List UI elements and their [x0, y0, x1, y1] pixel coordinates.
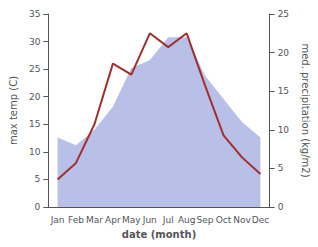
svg-text:max temp (C): max temp (C) [8, 76, 19, 145]
svg-text:0: 0 [278, 202, 284, 212]
svg-text:Aug: Aug [178, 215, 196, 225]
svg-text:Jan: Jan [50, 215, 65, 225]
svg-text:10: 10 [278, 125, 290, 135]
svg-text:25: 25 [278, 9, 289, 19]
svg-text:Jul: Jul [162, 215, 174, 225]
svg-text:15: 15 [29, 119, 40, 129]
svg-text:Jun: Jun [142, 215, 157, 225]
svg-text:15: 15 [278, 86, 289, 96]
svg-text:35: 35 [29, 9, 40, 19]
svg-text:med. precipitation (kg/m2): med. precipitation (kg/m2) [300, 43, 311, 177]
svg-text:Apr: Apr [105, 215, 121, 225]
svg-text:date (month): date (month) [122, 229, 196, 240]
svg-text:Oct: Oct [216, 215, 232, 225]
svg-text:Dec: Dec [252, 215, 269, 225]
svg-text:Sep: Sep [197, 215, 214, 225]
svg-text:0: 0 [35, 202, 41, 212]
svg-text:5: 5 [278, 163, 284, 173]
svg-text:30: 30 [29, 37, 41, 47]
svg-text:20: 20 [278, 48, 290, 58]
svg-text:May: May [122, 215, 141, 225]
svg-text:Feb: Feb [68, 215, 84, 225]
svg-text:25: 25 [29, 64, 40, 74]
svg-text:Nov: Nov [233, 215, 251, 225]
svg-text:Mar: Mar [86, 215, 103, 225]
svg-text:5: 5 [35, 174, 41, 184]
svg-text:20: 20 [29, 92, 41, 102]
svg-text:10: 10 [29, 147, 41, 157]
